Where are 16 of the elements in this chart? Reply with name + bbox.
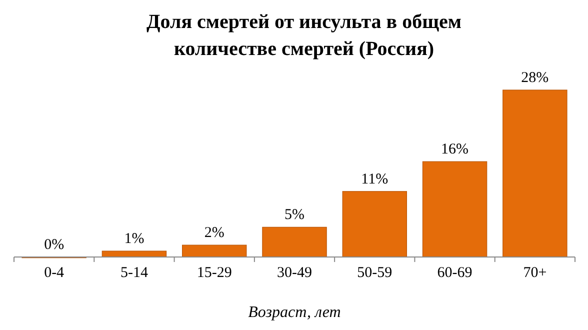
x-tick-label: 5-14 <box>120 265 148 281</box>
data-label: 28% <box>521 70 549 86</box>
data-label: 2% <box>204 225 224 242</box>
x-tick-label: 0-4 <box>44 265 65 281</box>
data-label: 1% <box>124 231 144 248</box>
x-tick-label: 30-49 <box>277 265 312 281</box>
data-label: 11% <box>361 171 388 188</box>
chart-title: Доля смертей от инсульта в общем количестве смертей (Россия) <box>146 11 462 60</box>
x-tick-label: 15-29 <box>196 265 232 281</box>
x-axis-title: Возраст, лет <box>248 304 341 321</box>
x-tick-label: 50-59 <box>357 265 392 281</box>
x-tick-label: 70+ <box>523 265 547 281</box>
data-label: 5% <box>284 207 304 224</box>
data-label: 16% <box>441 142 469 158</box>
data-label: 0% <box>44 237 64 253</box>
x-tick-label: 60-69 <box>437 265 472 281</box>
